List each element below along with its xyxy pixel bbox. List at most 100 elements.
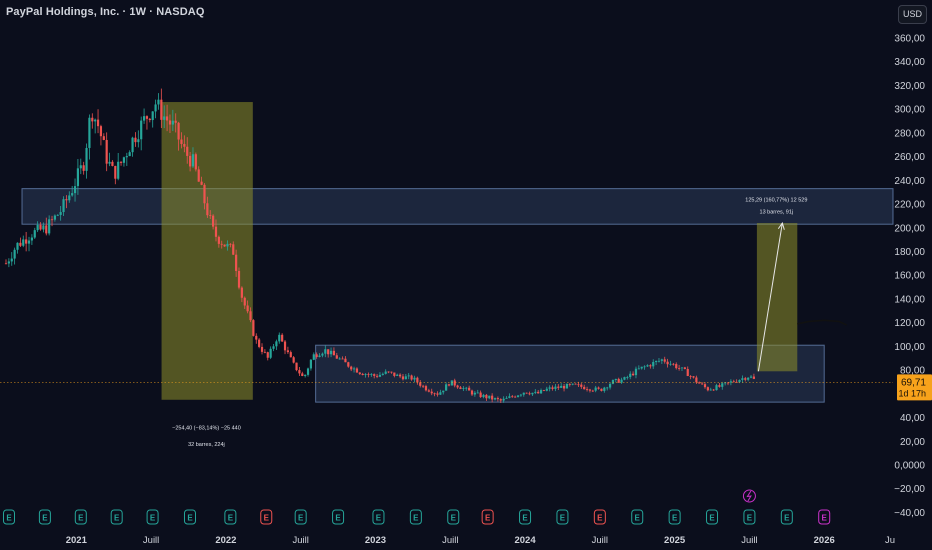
price-tick-label: 280,00 [894,128,925,139]
earnings-icon[interactable] [668,509,681,525]
candle-body [539,390,543,394]
earnings-icon[interactable] [593,509,606,525]
candle-body [741,378,744,380]
candle-body [324,349,327,354]
earnings-icon[interactable] [556,509,569,525]
candle-body [79,165,82,169]
candle-body [643,366,646,368]
candle-body [298,370,301,374]
candle-body [479,392,482,398]
currency-button[interactable]: USD [898,5,927,24]
earnings-icon[interactable] [38,509,51,525]
earnings-icon-letter: E [335,514,341,523]
candle-body [235,254,238,271]
candle-body [416,377,419,383]
earnings-icon[interactable] [183,509,196,525]
earnings-icon[interactable] [372,509,385,525]
candle-body [456,385,459,388]
candle-body [433,393,436,395]
target-measure[interactable] [756,223,798,372]
price-axis[interactable]: 360,00 340,00 320,00 300,00 280,00 260,00 240,… [894,34,925,519]
target-arrow[interactable] [757,222,783,372]
candle-body [669,363,672,365]
candle-body [361,373,364,375]
price-tick-label: 360,00 [894,34,925,45]
time-axis[interactable]: 2021 Juill 2022 Juill 2023 Juill 2024 Juill 2025… [66,535,895,546]
earnings-icon[interactable] [447,509,460,525]
earnings-icon[interactable] [818,509,831,525]
candle-body [562,385,566,389]
candle-body [729,381,732,383]
projection-line[interactable] [797,319,847,326]
earnings-icon[interactable] [332,509,345,525]
candle-body [255,335,258,340]
candle-body [396,374,399,376]
candle-body [105,139,108,164]
candle-body [367,374,370,375]
candle-body [703,384,707,388]
candle-body [453,380,456,386]
candle-body [516,395,520,398]
candle-body [30,237,33,241]
earnings-icon-letter: E [560,514,566,523]
candle-body [666,361,669,365]
price-tick-label: 80,00 [900,366,925,377]
earnings-icon[interactable] [519,509,532,525]
resistance-zone[interactable] [21,188,894,225]
candle-body [424,386,428,391]
earnings-icon[interactable] [224,509,237,525]
candle-body [698,382,701,384]
candle-body [263,351,266,353]
candle-body [295,362,298,371]
price-tick-label: −20,00 [894,484,925,495]
earnings-icon[interactable] [74,509,87,525]
candle-body [10,258,13,262]
earnings-icon[interactable] [146,509,159,525]
candle-body [413,377,416,380]
candle-body [283,341,287,351]
earnings-icon[interactable] [260,509,273,525]
candle-body [171,120,174,125]
candle-body [442,390,445,393]
candle-body [48,219,51,234]
earnings-icon[interactable] [481,509,494,525]
candle-body [160,99,163,120]
price-tick-label: 160,00 [894,271,925,282]
candle-body [709,389,712,391]
candle-body [111,161,114,166]
candle-body [223,244,226,247]
candle-body [203,184,206,204]
earnings-icon[interactable] [2,509,15,525]
drop-measure[interactable] [161,102,253,400]
candle-body [237,270,241,288]
candle-body [177,122,180,140]
range-zone[interactable] [315,344,825,403]
lightning-icon[interactable] [742,489,756,503]
candle-body [686,368,689,377]
candle-body [574,383,577,385]
earnings-icon[interactable] [110,509,123,525]
candle-body [88,117,91,148]
candle-body [289,352,292,358]
candle-body [747,377,750,380]
candle-body [122,157,126,163]
candle-body [174,120,177,123]
earnings-icon[interactable] [743,509,756,525]
candle-body [735,381,738,383]
earnings-icon[interactable] [409,509,422,525]
candle-body [19,242,22,246]
earnings-icon-letter: E [451,514,457,523]
earnings-icon[interactable] [706,509,719,525]
candle-body [197,169,200,182]
price-tick-label: 220,00 [894,200,925,211]
candle-body [137,139,140,143]
candle-body [229,243,232,245]
candle-body [419,382,422,386]
candle-body [188,155,192,167]
earnings-icon[interactable] [780,509,793,525]
earnings-icon-letter: E [6,514,12,523]
earnings-icon[interactable] [294,509,307,525]
candle-body [537,391,540,394]
earnings-icon[interactable] [631,509,644,525]
